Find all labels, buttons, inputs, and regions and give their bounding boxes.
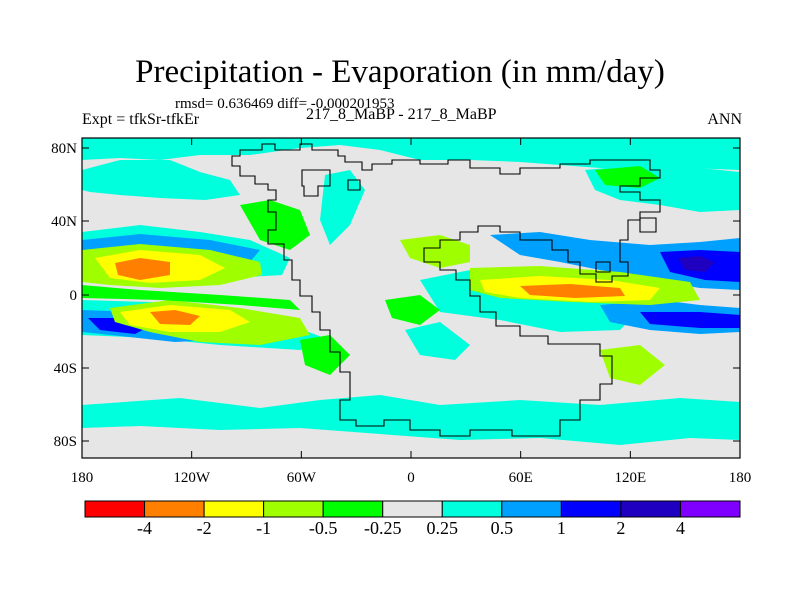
colorbar-swatch: [620, 500, 681, 518]
map-plot-area: [81, 137, 741, 459]
colorbar-label: -2: [197, 518, 212, 538]
coastline-supercontinent: [231, 143, 661, 437]
y-axis: 80N 40N 0 40S 80S: [51, 141, 740, 450]
colorbar: -4 -2 -1 -0.5 -0.25 0.25 0.5 1 2 4: [84, 500, 741, 538]
colorbar-label: -4: [137, 518, 152, 538]
colorbar-label: 0.5: [491, 518, 514, 538]
y-tick-label: 40N: [51, 214, 77, 230]
colorbar-swatch: [560, 500, 622, 518]
contour-green-westpac: [240, 200, 310, 250]
season-label: ANN: [707, 111, 742, 128]
y-tick-label: 80N: [51, 141, 77, 157]
colorbar-swatch: [501, 500, 562, 518]
colorbar-swatch: [679, 500, 741, 518]
map-title: Precipitation - Evaporation (in mm/day): [135, 54, 665, 90]
colorbar-label: -0.25: [364, 518, 402, 538]
x-tick-label: 60E: [509, 470, 533, 486]
contour-orange-southpacific: [150, 310, 200, 325]
contour-orange-northpacific: [115, 258, 170, 280]
colorbar-label: 2: [616, 518, 625, 538]
coastline-island: [639, 217, 657, 233]
contour-blue-eastsouthpacific: [640, 312, 740, 328]
contour-green-southamerica: [300, 335, 350, 375]
x-tick-label: 120W: [173, 470, 211, 486]
x-tick-label: 180: [729, 470, 752, 486]
colorbar-swatch: [84, 500, 146, 518]
colorbar-swatch: [144, 500, 205, 518]
contour-cyan-northpacific: [82, 160, 240, 200]
contour-cyan-southern-ocean: [82, 395, 740, 445]
colorbar-label: 1: [557, 518, 566, 538]
coastline-northern-landmass: [301, 169, 331, 197]
coastline-island: [595, 261, 611, 273]
contour-lime-southafrica: [600, 345, 665, 385]
contour-lime-mideast: [400, 235, 470, 268]
colorbar-label: 0.25: [427, 518, 459, 538]
contour-green-pacific-band: [82, 285, 300, 310]
colorbar-label: -0.5: [309, 518, 338, 538]
colorbar-swatch: [203, 500, 265, 518]
colorbar-swatch: [263, 500, 324, 518]
stats-text: rmsd= 0.636469 diff= -0.000201953: [175, 96, 395, 112]
experiment-text: Expt = tfkSr-tfkEr: [82, 111, 200, 128]
y-tick-label: 80S: [54, 434, 77, 450]
colorbar-swatch: [322, 500, 384, 518]
contour-green-northasia: [595, 166, 660, 188]
x-axis: 180 120W 60W 0 60E 120E 180: [71, 138, 752, 486]
coastline-island: [347, 179, 361, 191]
x-tick-label: 60W: [287, 470, 317, 486]
y-tick-label: 0: [70, 288, 78, 304]
x-tick-label: 180: [71, 470, 94, 486]
contour-orange-indian: [520, 284, 625, 298]
colorbar-swatch: [441, 500, 503, 518]
colorbar-label: -1: [256, 518, 271, 538]
contour-cyan-southatlantic: [405, 322, 470, 360]
x-tick-label: 0: [407, 470, 415, 486]
coastlines: [231, 143, 661, 437]
run-text: 217_8_MaBP - 217_8_MaBP: [306, 106, 497, 123]
contour-cyan-atlantic: [320, 170, 365, 245]
contour-green-africa: [385, 295, 440, 325]
colorbar-swatch: [382, 500, 443, 518]
y-tick-label: 40S: [54, 361, 77, 377]
colorbar-label: 4: [676, 518, 685, 538]
x-tick-label: 120E: [614, 470, 646, 486]
contour-indigo-asia: [678, 256, 715, 272]
